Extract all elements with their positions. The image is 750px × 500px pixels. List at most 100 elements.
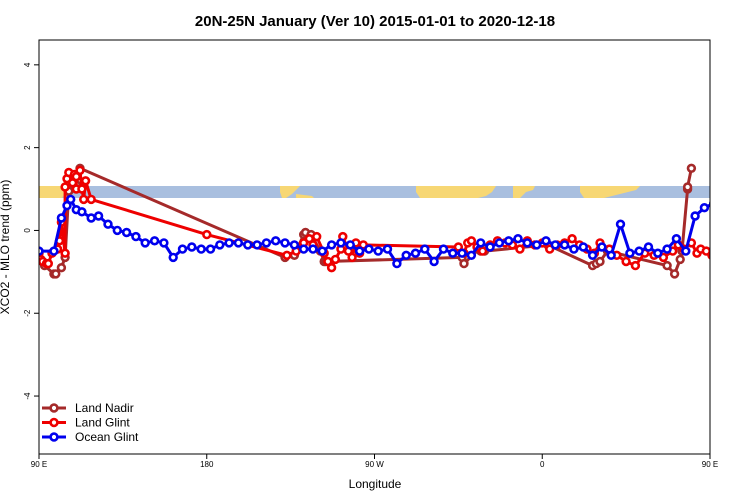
data-point-2-35: [345, 240, 355, 250]
data-point-2-19: [196, 244, 206, 254]
data-point-2-39: [382, 244, 393, 254]
legend-label-2: Ocean Glint: [75, 430, 139, 444]
legend-marker-0: [49, 403, 59, 413]
data-point-2-72: [690, 211, 700, 221]
data-point-0-28: [669, 269, 680, 279]
data-point-1-31: [326, 263, 337, 273]
data-point-2-67: [643, 242, 654, 252]
data-point-2-50: [485, 242, 495, 252]
data-point-0-27: [662, 260, 672, 271]
data-point-2-45: [438, 244, 449, 254]
legend-label-0: Land Nadir: [75, 401, 134, 415]
data-point-0-18: [459, 258, 469, 269]
data-point-1-20: [80, 176, 91, 186]
data-point-1-18: [77, 184, 87, 194]
legend-marker-1: [49, 417, 59, 428]
data-point-1-57: [567, 234, 577, 244]
data-point-2-54: [522, 238, 532, 248]
data-point-1-17: [75, 165, 85, 176]
data-point-2-62: [597, 242, 607, 252]
data-point-1-45: [477, 246, 488, 256]
data-point-2-0: [39, 246, 44, 256]
data-point-2-46: [448, 248, 458, 258]
data-point-2-44: [429, 256, 439, 267]
data-point-2-51: [494, 238, 505, 248]
data-point-2-22: [224, 238, 234, 248]
data-point-2-55: [531, 240, 542, 250]
data-point-2-31: [308, 244, 318, 254]
data-point-2-15: [159, 238, 169, 248]
data-point-2-26: [261, 238, 272, 248]
data-point-2-71: [681, 246, 691, 256]
x-tick-label-0: 90 E: [31, 460, 47, 469]
data-point-2-28: [280, 238, 290, 248]
data-point-2-21: [215, 240, 225, 250]
data-point-2-20: [205, 244, 216, 254]
data-point-0-33: [686, 163, 697, 174]
data-point-2-49: [476, 238, 486, 248]
data-point-2-37: [364, 244, 374, 254]
data-point-2-6: [77, 207, 87, 217]
y-tick-label-4: 4: [23, 62, 32, 67]
data-point-1-43: [466, 236, 477, 246]
data-point-2-7: [86, 213, 96, 223]
data-point-2-10: [112, 225, 123, 236]
data-point-2-42: [410, 248, 421, 258]
chart-title: 20N-25N January (Ver 10) 2015-01-01 to 2…: [195, 13, 555, 30]
data-point-2-13: [140, 238, 150, 248]
data-point-0-2: [51, 269, 61, 279]
data-point-2-63: [606, 250, 616, 261]
data-point-2-23: [233, 238, 244, 248]
data-point-2-18: [187, 242, 197, 252]
data-point-1-64: [621, 256, 631, 267]
data-point-2-12: [131, 231, 141, 242]
x-tick-label-4: 90 E: [702, 460, 718, 469]
data-point-2-59: [569, 244, 579, 254]
data-point-2-40: [392, 258, 402, 269]
data-point-2-69: [662, 244, 672, 254]
data-point-1-19: [78, 194, 89, 205]
data-point-0-3: [56, 263, 67, 273]
x-axis: 90 E 180 90 W 0 90 E: [31, 454, 718, 469]
data-point-2-27: [271, 236, 281, 246]
data-point-2-14: [149, 236, 160, 246]
data-point-1-28: [312, 231, 322, 242]
data-point-2-60: [578, 242, 588, 252]
data-point-1-9: [60, 248, 70, 258]
data-point-2-36: [354, 246, 365, 256]
data-point-1-21: [86, 194, 96, 205]
data-point-1-4: [43, 258, 53, 269]
data-point-2-33: [326, 240, 337, 250]
data-point-2-30: [299, 244, 309, 254]
data-point-1-50: [515, 244, 525, 254]
data-point-2-64: [615, 219, 626, 229]
data-point-1-10: [60, 182, 70, 192]
data-point-2-41: [401, 250, 411, 261]
data-point-2-25: [252, 240, 262, 250]
map-band-land: [39, 186, 640, 198]
data-point-2-8: [93, 211, 104, 221]
data-point-2-48: [466, 250, 477, 261]
legend-label-1: Land Glint: [75, 416, 130, 430]
data-point-2-68: [653, 248, 663, 258]
data-point-2-16: [168, 252, 178, 263]
y-tick-label-0: -4: [23, 392, 32, 400]
y-axis: -4 -2 0 2 4: [23, 62, 39, 400]
world-map-band: [39, 186, 710, 198]
data-point-2-47: [457, 248, 467, 258]
data-point-1-65: [630, 260, 641, 271]
data-point-2-57: [550, 240, 560, 250]
data-point-2-4: [65, 194, 76, 205]
x-tick-label-1: 180: [200, 460, 214, 469]
data-point-0-29: [675, 254, 685, 265]
series-line-2: [39, 197, 710, 266]
data-point-2-66: [634, 246, 644, 256]
data-point-2-65: [625, 248, 635, 258]
data-point-2-2: [56, 213, 67, 223]
data-point-1-32: [330, 254, 341, 265]
y-axis-label: XCO2 - MLO trend (ppm): [0, 180, 12, 315]
data-point-1-36: [347, 252, 357, 263]
data-point-2-32: [317, 246, 327, 256]
